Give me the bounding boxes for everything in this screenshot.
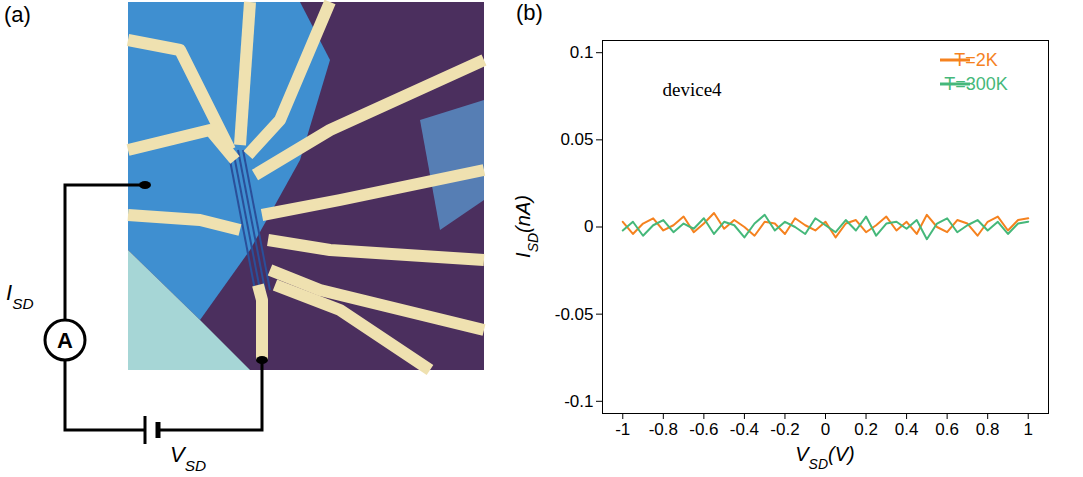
svg-text:-1: -1 [615,420,630,439]
svg-text:-0.2: -0.2 [770,420,799,439]
svg-text:-0.05: -0.05 [555,305,594,324]
svg-text:-0.6: -0.6 [689,420,718,439]
svg-text:ISD(nA): ISD(nA) [512,195,541,258]
svg-text:T=300K: T=300K [944,74,1008,94]
svg-text:1: 1 [1023,420,1032,439]
svg-text:-0.1: -0.1 [564,392,593,411]
svg-text:0.05: 0.05 [560,130,593,149]
svg-text:0.2: 0.2 [854,420,878,439]
svg-text:0.4: 0.4 [895,420,919,439]
svg-text:(a): (a) [4,2,31,27]
svg-text:-0.4: -0.4 [730,420,759,439]
html-text:(b): (b) [516,0,543,25]
svg-text:VSD: VSD [170,442,206,474]
svg-text:VSD(V): VSD(V) [795,443,854,471]
svg-text:0: 0 [584,217,593,236]
svg-text:T=2K: T=2K [954,50,998,70]
svg-text:-0.8: -0.8 [649,420,678,439]
svg-text:0: 0 [821,420,830,439]
svg-text:ISD: ISD [6,280,34,312]
svg-text:0.6: 0.6 [935,420,959,439]
svg-text:0.1: 0.1 [570,43,594,62]
svg-text:device4: device4 [663,79,723,100]
svg-text:A: A [57,328,73,353]
svg-text:0.8: 0.8 [976,420,1000,439]
